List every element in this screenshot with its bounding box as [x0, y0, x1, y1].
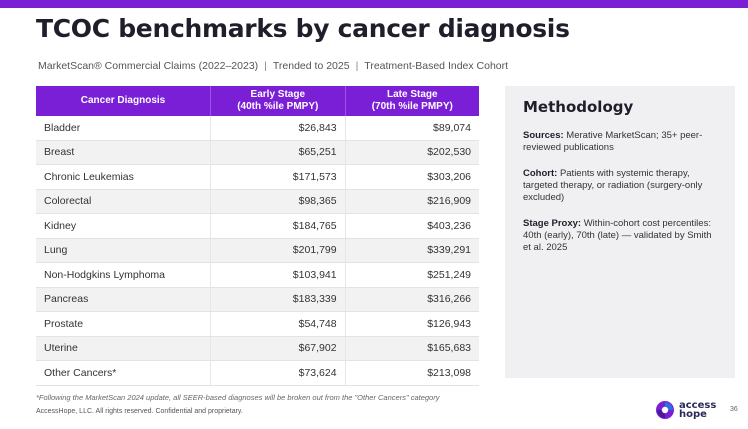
cell-late-stage: $126,943: [345, 311, 479, 337]
methodology-title: Methodology: [523, 98, 634, 116]
cell-late-stage: $165,683: [345, 336, 479, 361]
subtitle-separator: |: [264, 60, 267, 72]
logo-word-access: access: [679, 400, 717, 411]
table-row: Non-Hodgkins Lymphoma $103,941 $251,249: [36, 262, 479, 288]
methodology-panel: Methodology Sources: Merative MarketScan…: [505, 86, 735, 378]
cell-late-stage: $303,206: [345, 164, 479, 190]
methodology-stage-proxy: Stage Proxy: Within-cohort cost percenti…: [523, 218, 717, 254]
cell-late-stage: $202,530: [345, 140, 479, 165]
cell-diagnosis: Colorectal: [36, 189, 211, 214]
cell-early-stage: $183,339: [210, 287, 346, 312]
logo-word-hope: hope: [679, 409, 707, 420]
header-late-stage-percentile: (70th %ile PMPY): [371, 101, 453, 112]
page-subtitle: MarketScan® Commercial Claims (2022–2023…: [38, 60, 508, 72]
methodology-sources: Sources: Merative MarketScan; 35+ peer-r…: [523, 130, 717, 154]
table-row: Other Cancers* $73,624 $213,098: [36, 360, 479, 386]
cell-diagnosis: Other Cancers*: [36, 360, 211, 386]
top-accent-bar: [0, 0, 748, 8]
header-late-stage: Late Stage (70th %ile PMPY): [345, 86, 479, 116]
cell-diagnosis: Chronic Leukemias: [36, 164, 211, 190]
cell-diagnosis: Lung: [36, 238, 211, 263]
cell-late-stage: $316,266: [345, 287, 479, 312]
table-row: Prostate $54,748 $126,943: [36, 311, 479, 337]
cell-early-stage: $184,765: [210, 213, 346, 239]
accesshope-logo: access hope: [655, 400, 716, 420]
benchmark-table: Cancer Diagnosis Early Stage (40th %ile …: [36, 86, 479, 386]
cell-diagnosis: Breast: [36, 140, 211, 165]
cell-early-stage: $26,843: [210, 116, 346, 141]
header-cancer-diagnosis: Cancer Diagnosis: [36, 86, 211, 116]
cell-late-stage: $213,098: [345, 360, 479, 386]
table-row: Pancreas $183,339 $316,266: [36, 287, 479, 312]
cell-diagnosis: Non-Hodgkins Lymphoma: [36, 262, 211, 288]
table-row: Chronic Leukemias $171,573 $303,206: [36, 164, 479, 190]
cohort-label: Cohort:: [523, 168, 558, 179]
table-header-row: Cancer Diagnosis Early Stage (40th %ile …: [36, 86, 479, 116]
table-row: Lung $201,799 $339,291: [36, 238, 479, 263]
header-early-stage-title: Early Stage: [250, 89, 306, 100]
page-title: TCOC benchmarks by cancer diagnosis: [36, 14, 570, 43]
sources-text: Merative MarketScan; 35+ peer-reviewed p…: [523, 130, 703, 153]
cell-early-stage: $201,799: [210, 238, 346, 263]
subtitle-cohort: Treatment-Based Index Cohort: [364, 60, 509, 72]
accesshope-wordmark: access hope: [679, 400, 717, 420]
header-early-stage: Early Stage (40th %ile PMPY): [210, 86, 346, 116]
cell-late-stage: $339,291: [345, 238, 479, 263]
accesshope-logo-icon: [656, 401, 674, 419]
cell-early-stage: $67,902: [210, 336, 346, 361]
cell-diagnosis: Kidney: [36, 213, 211, 239]
header-late-stage-title: Late Stage: [387, 89, 438, 100]
subtitle-data-source: MarketScan® Commercial Claims (2022–2023…: [38, 60, 259, 72]
table-row: Bladder $26,843 $89,074: [36, 116, 479, 141]
cell-late-stage: $89,074: [345, 116, 479, 141]
methodology-cohort: Cohort: Patients with systemic therapy, …: [523, 168, 717, 204]
cell-diagnosis: Bladder: [36, 116, 211, 141]
stage-proxy-text: Within-cohort cost percentiles: 40th (ea…: [523, 218, 712, 253]
footnote: *Following the MarketScan 2024 update, a…: [36, 393, 440, 402]
cohort-text: Patients with systemic therapy, targeted…: [523, 168, 703, 203]
cell-late-stage: $251,249: [345, 262, 479, 288]
copyright-notice: AccessHope, LLC. All rights reserved. Co…: [36, 408, 243, 415]
cell-late-stage: $403,236: [345, 213, 479, 239]
header-early-stage-percentile: (40th %ile PMPY): [237, 101, 319, 112]
cell-early-stage: $54,748: [210, 311, 346, 337]
cell-early-stage: $73,624: [210, 360, 346, 386]
cell-early-stage: $103,941: [210, 262, 346, 288]
cell-early-stage: $98,365: [210, 189, 346, 214]
sources-label: Sources:: [523, 130, 564, 141]
stage-proxy-label: Stage Proxy:: [523, 218, 582, 229]
cell-late-stage: $216,909: [345, 189, 479, 214]
table-row: Uterine $67,902 $165,683: [36, 336, 479, 361]
table-row: Colorectal $98,365 $216,909: [36, 189, 479, 214]
cell-diagnosis: Prostate: [36, 311, 211, 337]
subtitle-separator: |: [355, 60, 359, 72]
cell-early-stage: $171,573: [210, 164, 346, 190]
table-row: Kidney $184,765 $403,236: [36, 213, 479, 239]
cell-early-stage: $65,251: [210, 140, 346, 165]
page-number: 36: [730, 406, 738, 413]
subtitle-trend: Trended to 2025: [272, 60, 350, 72]
cell-diagnosis: Uterine: [36, 336, 211, 361]
table-row: Breast $65,251 $202,530: [36, 140, 479, 165]
cell-diagnosis: Pancreas: [36, 287, 211, 312]
